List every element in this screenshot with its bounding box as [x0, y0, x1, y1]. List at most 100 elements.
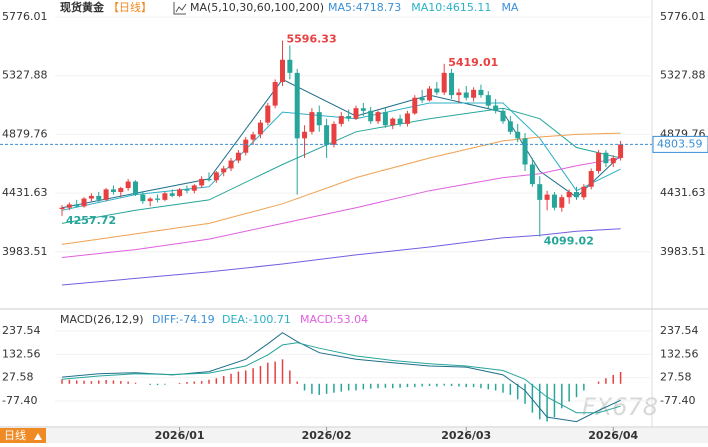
- watermark: FX678: [582, 393, 658, 421]
- candle-body: [294, 72, 300, 139]
- candle-body: [574, 192, 579, 198]
- dea-label: DEA:-100.71: [222, 313, 291, 326]
- y-tick-label: 5776.01: [660, 10, 706, 23]
- candle-body: [434, 88, 440, 93]
- candle-body: [529, 164, 535, 185]
- candle-body: [456, 92, 462, 96]
- y-tick-label: 5327.88: [660, 69, 706, 82]
- price-annotation: 4099.02: [544, 235, 594, 248]
- date-strip: [0, 428, 708, 443]
- y-tick-label: -77.40: [2, 394, 37, 407]
- candle-body: [603, 152, 609, 164]
- candle-body: [515, 131, 521, 139]
- x-tick-label: 2026/01: [155, 429, 205, 442]
- price-annotation: 5596.33: [287, 33, 337, 46]
- y-tick-label: 27.58: [2, 371, 34, 384]
- candle-body: [618, 144, 624, 158]
- dea-line: [61, 342, 621, 414]
- candle-body: [74, 204, 80, 207]
- candle-body: [118, 188, 124, 193]
- legend-item: MA5:4718.73: [328, 1, 401, 14]
- candle-body: [544, 194, 550, 200]
- diff-label: DIFF:-74.19: [152, 313, 215, 326]
- y-tick-label: 4431.63: [2, 186, 48, 199]
- y-tick-label: 132.56: [2, 347, 41, 360]
- y-tick-label: 4431.63: [660, 186, 706, 199]
- candle-body: [147, 198, 153, 202]
- candle-body: [272, 82, 278, 106]
- candle-body: [412, 97, 418, 114]
- candle-body: [522, 138, 528, 165]
- candle-body: [103, 189, 109, 200]
- y-tick-label: 3983.51: [660, 245, 706, 258]
- candle-body: [199, 178, 205, 186]
- candle-body: [59, 207, 65, 210]
- candle-body: [309, 112, 315, 132]
- y-tick-label: 237.54: [2, 324, 41, 337]
- candle-body: [507, 121, 513, 132]
- candle-body: [471, 89, 477, 98]
- period-arrow: [34, 433, 42, 440]
- candle-body: [449, 72, 455, 96]
- price-annotation: 5419.01: [448, 56, 498, 69]
- candle-body: [566, 192, 572, 198]
- y-tick-label: 3983.51: [2, 245, 48, 258]
- candle-body: [228, 160, 234, 169]
- candle-body: [96, 195, 102, 200]
- period-label: 日线: [4, 428, 26, 442]
- candle-body: [338, 116, 344, 124]
- candle-body: [404, 113, 410, 124]
- candle-body: [88, 195, 94, 199]
- candle-body: [110, 189, 116, 193]
- candle-body: [596, 152, 602, 172]
- candle-body: [390, 118, 396, 126]
- candle-body: [133, 181, 138, 195]
- current-price-box: [652, 135, 708, 153]
- x-tick-label: 2026/04: [588, 429, 638, 442]
- candle-body: [184, 189, 190, 191]
- x-tick-label: 2026/03: [441, 429, 491, 442]
- candle-body: [551, 194, 557, 208]
- candle-body: [360, 108, 366, 111]
- candle-body: [243, 139, 249, 153]
- candle-body: [581, 186, 587, 198]
- candle-body: [265, 105, 271, 123]
- candle-body: [500, 110, 506, 122]
- y-tick-label: 4879.76: [2, 127, 48, 140]
- legend-item: MA: [501, 1, 518, 14]
- legend-item: MA10:4615.11: [411, 1, 491, 14]
- candle-body: [559, 197, 565, 208]
- candle-body: [177, 189, 183, 196]
- ma-line: [61, 157, 621, 258]
- candle-body: [441, 72, 447, 93]
- candle-body: [427, 88, 432, 101]
- candle-body: [324, 125, 330, 145]
- candle-body: [331, 123, 337, 145]
- macd-title: MACD(26,12,9): [60, 313, 144, 326]
- candle-body: [368, 110, 374, 122]
- candle-body: [162, 193, 168, 200]
- y-tick-label: 5327.88: [2, 69, 48, 82]
- candle-body: [287, 59, 293, 73]
- ma-icon: [173, 2, 187, 15]
- candle-body: [353, 108, 359, 119]
- candle-body: [81, 198, 87, 207]
- y-tick-label: 237.54: [660, 324, 699, 337]
- ma-line: [61, 228, 621, 286]
- ma-label: MA(5,10,30,60,100,200): [190, 1, 324, 14]
- period: 【日线】: [108, 0, 152, 14]
- macd-value-label: MACD:53.04: [300, 313, 368, 326]
- ma-line: [61, 132, 621, 245]
- candle-body: [125, 181, 131, 189]
- candle-body: [397, 118, 403, 124]
- candle-body: [155, 198, 161, 200]
- candle-body: [610, 157, 616, 164]
- candle-body: [302, 131, 308, 139]
- candle-body: [375, 112, 381, 122]
- candle-body: [382, 112, 388, 126]
- candle-body: [478, 89, 484, 96]
- candle-body: [221, 168, 227, 173]
- y-tick-label: 27.58: [660, 371, 692, 384]
